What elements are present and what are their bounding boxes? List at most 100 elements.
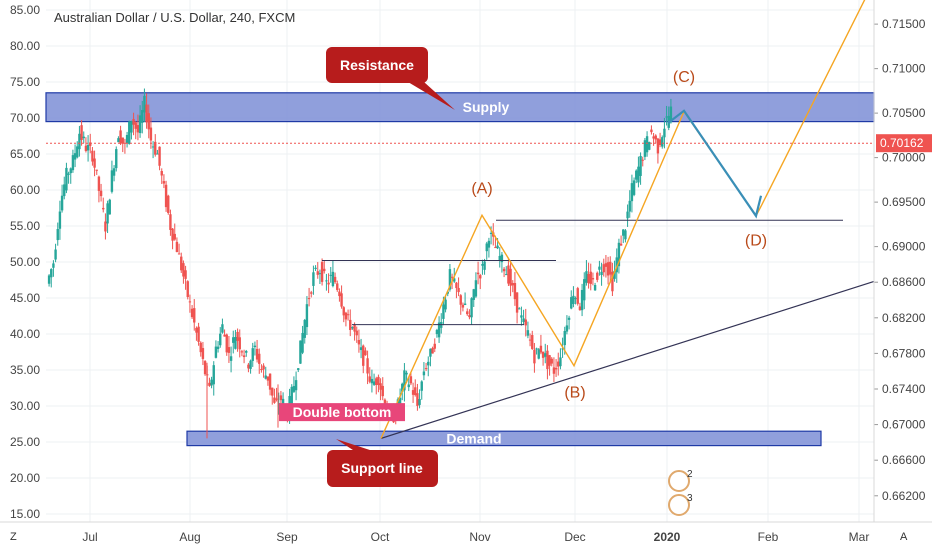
candle-body <box>234 337 237 349</box>
candle-body <box>442 304 445 319</box>
candle-body <box>78 133 81 150</box>
right-axis-tick-label: 0.68200 <box>882 311 926 325</box>
candle-body <box>188 301 192 303</box>
candle-body <box>583 279 586 301</box>
left-axis-tick-label: 60.00 <box>10 183 40 197</box>
candle-body <box>275 398 278 400</box>
candle-body <box>485 243 488 252</box>
candle-body <box>266 376 270 381</box>
candle-body <box>54 249 57 260</box>
event-badge-icon[interactable] <box>668 494 690 516</box>
candle-body <box>134 122 137 129</box>
candle-body <box>89 142 92 146</box>
candle-body <box>502 268 506 272</box>
candle-body <box>182 263 185 277</box>
candle-body <box>232 337 235 343</box>
candle-body <box>299 340 302 364</box>
x-axis-tick-label: Oct <box>371 530 390 544</box>
current-price-label: 0.70162 <box>880 136 924 150</box>
candle-body <box>420 381 423 391</box>
candle-body <box>199 342 202 353</box>
support-trendline <box>380 280 875 439</box>
candle-body <box>628 200 631 212</box>
candle-body <box>355 330 358 336</box>
candle-body <box>240 351 244 353</box>
candle-body <box>461 304 465 308</box>
candle-body <box>572 295 575 305</box>
candle-body <box>314 267 317 269</box>
candle-body <box>329 274 332 276</box>
right-axis-tick-label: 0.66600 <box>882 453 926 467</box>
candle-body <box>362 345 365 366</box>
wave-label: (B) <box>564 384 585 401</box>
candle-body <box>613 270 616 279</box>
candle-body <box>658 139 662 146</box>
candle-body <box>375 378 378 385</box>
candle-body <box>665 116 668 118</box>
x-axis-tick-label: Aug <box>179 530 200 544</box>
candle-body <box>444 299 447 310</box>
candle-body <box>219 333 222 346</box>
candle-body <box>637 166 640 183</box>
candle-body <box>258 353 261 364</box>
candle-body <box>624 230 627 240</box>
candle-body <box>210 379 213 386</box>
left-axis-tick-label: 45.00 <box>10 291 40 305</box>
left-axis-tick-label: 25.00 <box>10 435 40 449</box>
support-line-label: Support line <box>341 460 423 476</box>
x-axis-tick-label: 2020 <box>654 530 681 544</box>
corner-label-left[interactable]: Z <box>10 531 17 543</box>
candle-body <box>509 268 512 286</box>
candle-body <box>271 387 274 396</box>
candle-body <box>86 144 90 151</box>
right-axis-tick-label: 0.67800 <box>882 346 926 360</box>
candle-body <box>331 271 335 287</box>
left-axis-tick-label: 30.00 <box>10 399 40 413</box>
candle-body <box>379 383 382 390</box>
candle-body <box>97 176 101 191</box>
candle-body <box>112 168 116 176</box>
candle-body <box>518 308 521 310</box>
candle-body <box>557 361 560 367</box>
candle-body <box>661 137 664 147</box>
left-axis-tick-label: 70.00 <box>10 111 40 125</box>
candle-body <box>526 330 530 336</box>
candle-body <box>186 281 189 297</box>
event-badge-icon[interactable] <box>668 470 690 492</box>
right-axis-tick-label: 0.66200 <box>882 489 926 503</box>
double-bottom-label: Double bottom <box>293 404 392 420</box>
candle-body <box>251 348 254 361</box>
supply-zone <box>45 92 875 123</box>
supply-zone-label: Supply <box>463 99 510 115</box>
candle-body <box>359 347 363 351</box>
candle-body <box>554 367 558 370</box>
candle-body <box>429 348 432 357</box>
candle-body <box>453 278 456 282</box>
candle-body <box>190 308 194 318</box>
candle-body <box>333 276 337 283</box>
left-axis-tick-label: 80.00 <box>10 39 40 53</box>
candle-body <box>141 109 144 123</box>
candle-body <box>411 390 415 395</box>
candle-body <box>483 261 486 270</box>
demand-zone-label: Demand <box>446 430 501 446</box>
candle-body <box>559 357 562 367</box>
candle-body <box>645 136 649 153</box>
candle-body <box>342 307 345 316</box>
candle-body <box>340 293 343 307</box>
candle-body <box>221 324 224 333</box>
candle-body <box>69 168 72 174</box>
right-axis-tick-label: 0.71000 <box>882 62 926 76</box>
corner-label-right[interactable]: A <box>900 531 908 543</box>
candle-body <box>147 113 150 130</box>
candle-body <box>151 146 155 148</box>
candle-body <box>522 318 525 322</box>
candle-body <box>505 274 508 276</box>
candle-body <box>448 269 452 290</box>
candle-body <box>173 233 176 240</box>
candle-body <box>546 350 549 370</box>
event-badge-count: 2 <box>687 469 693 480</box>
candle-body <box>489 232 493 234</box>
candle-body <box>513 283 517 300</box>
candle-body <box>245 350 248 353</box>
